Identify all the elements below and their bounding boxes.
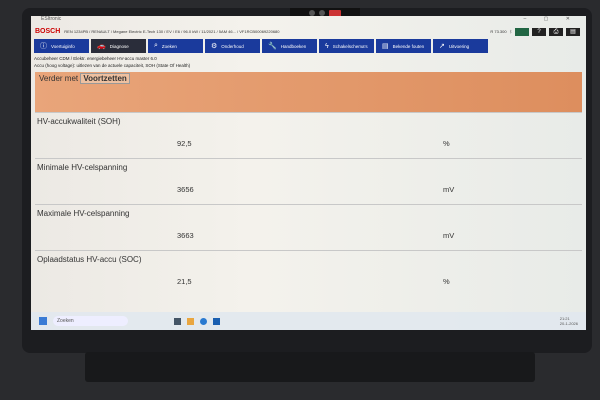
tab-uitvoering[interactable]: ↗ Uitvoering: [433, 39, 488, 53]
export-icon: ↗: [439, 43, 445, 50]
time: 21:21: [559, 316, 570, 321]
measurement-row: Maximale HV-celspanning 3663 mV: [35, 204, 582, 250]
tab-label: Zoeken: [161, 43, 177, 49]
document-icon: ▤: [382, 43, 389, 50]
measurement-row: Oplaadstatus HV-accu (SOC) 21,5%: [35, 250, 582, 296]
tab-label: Uitvoering: [448, 43, 470, 49]
tab-label: Bekende fouten: [392, 43, 425, 49]
version: R 73.300: [490, 29, 507, 34]
edge-icon[interactable]: [200, 317, 207, 325]
prompt-bar: Verder met Voortzetten: [35, 72, 582, 112]
window-controls[interactable]: – ▢ ✕: [523, 16, 578, 22]
windows-start-icon[interactable]: [39, 317, 47, 325]
tab-diagnose[interactable]: 🚗 Diagnose: [91, 39, 146, 53]
page-subtitle: Accu (hoog voltage): uitlezen van de act…: [34, 63, 191, 68]
tab-label: Voertuiginfo: [51, 43, 75, 49]
window-titlebar: ESItronic – ▢ ✕: [31, 16, 586, 24]
bosch-logo: BOSCH: [35, 28, 61, 35]
continue-button[interactable]: Voortzetten: [80, 73, 130, 84]
app-icon[interactable]: [174, 317, 181, 325]
measurement-label: HV-accukwaliteit (SOH): [37, 117, 121, 126]
measurement-label: Oplaadstatus HV-accu (SOC): [37, 255, 142, 264]
measurement-unit: %: [443, 277, 450, 286]
taskbar-search[interactable]: Zoeken: [53, 316, 128, 326]
measurement-value: 3663: [177, 231, 194, 240]
search-icon: ⌕: [154, 42, 158, 49]
tab-voertuiginfo[interactable]: ⓘ Voertuiginfo: [34, 39, 89, 53]
measurement-row: HV-accukwaliteit (SOH) 92,5%: [35, 112, 582, 158]
measurement-unit: mV: [443, 231, 455, 240]
measurement-list: HV-accukwaliteit (SOH) 92,5% Minimale HV-…: [31, 112, 586, 296]
help-button[interactable]: ?: [532, 27, 546, 36]
measurement-unit: mV: [443, 185, 455, 194]
menu-button[interactable]: ▤: [566, 27, 580, 36]
webcam: [290, 8, 360, 18]
tab-onderhoud[interactable]: ⚙ Onderhoud: [205, 39, 260, 53]
tab-label: Diagnose: [109, 43, 129, 49]
date: 20-1-2026: [559, 321, 578, 326]
measurement-label: Minimale HV-celspanning: [37, 163, 128, 172]
measurement-value: 92,5: [177, 139, 192, 148]
measurement-value: 21,5: [177, 277, 192, 286]
tab-label: Schakelschema's: [332, 43, 368, 49]
measurement-row: Minimale HV-celspanning 3656 mV: [35, 158, 582, 204]
car-icon: 🚗: [97, 43, 106, 50]
main-tabs: ⓘ Voertuiginfo 🚗 Diagnose ⌕ Zoeken ⚙ Onderho…: [31, 39, 586, 53]
folder-icon[interactable]: [187, 317, 194, 325]
wrench-icon: 🔧: [268, 43, 277, 50]
prompt-text: Verder met: [39, 74, 79, 83]
window-title: ESItronic: [41, 16, 62, 22]
laptop-base: [85, 352, 535, 382]
tab-schakelschemas[interactable]: ϟ Schakelschema's: [319, 39, 374, 53]
bluetooth-icon: ᛒ: [509, 29, 512, 34]
gears-icon: ⚙: [211, 43, 218, 50]
print-button[interactable]: ⎙: [549, 27, 563, 36]
tab-bekende-fouten[interactable]: ▤ Bekende fouten: [376, 39, 431, 53]
clock[interactable]: 21:21 20-1-2026: [560, 316, 586, 326]
tab-label: Onderhoud: [221, 43, 244, 49]
tab-handboeken[interactable]: 🔧 Handboeken: [262, 39, 317, 53]
taskbar: Zoeken 21:21 20-1-2026: [31, 312, 586, 330]
tab-label: Handboeken: [280, 43, 307, 49]
measurement-value: 3656: [177, 185, 194, 194]
connection-status-icon: [515, 27, 529, 36]
app-header: BOSCH REN 1234PB / RENAULT / Megane Elec…: [31, 24, 586, 39]
tab-zoeken[interactable]: ⌕ Zoeken: [148, 39, 203, 53]
screen: ESItronic – ▢ ✕ BOSCH REN 1234PB / RENAU…: [31, 16, 586, 330]
info-icon: ⓘ: [40, 43, 47, 50]
measurement-label: Maximale HV-celspanning: [37, 209, 130, 218]
lightning-icon: ϟ: [325, 42, 329, 50]
esitronic-icon[interactable]: [213, 317, 220, 325]
breadcrumb: Accubeheer CDM / Elektr. energiebeheer H…: [34, 56, 157, 61]
measurement-unit: %: [443, 139, 450, 148]
vehicle-info: REN 1234PB / RENAULT / Megane Electric E…: [64, 29, 280, 34]
